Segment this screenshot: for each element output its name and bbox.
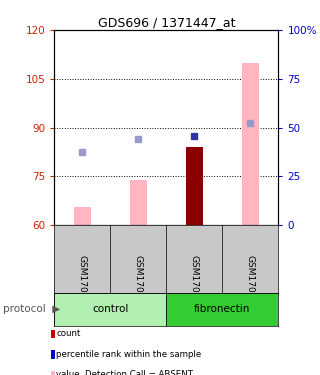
Text: GSM17077: GSM17077	[78, 255, 87, 304]
Text: control: control	[92, 304, 129, 314]
Bar	[54, 292, 166, 326]
Title: GDS696 / 1371447_at: GDS696 / 1371447_at	[98, 16, 235, 29]
Text: value, Detection Call = ABSENT: value, Detection Call = ABSENT	[56, 370, 193, 375]
Bar	[186, 147, 203, 225]
Text: GSM17079: GSM17079	[190, 255, 199, 304]
Text: GSM17078: GSM17078	[134, 255, 143, 304]
Bar	[242, 63, 259, 225]
Bar	[186, 147, 203, 225]
Text: count: count	[56, 329, 81, 338]
Text: percentile rank within the sample: percentile rank within the sample	[56, 350, 201, 359]
Text: protocol  ▶: protocol ▶	[3, 304, 60, 314]
Bar	[74, 207, 91, 225]
Bar	[166, 292, 278, 326]
Bar	[130, 180, 147, 225]
Text: fibronectin: fibronectin	[194, 304, 251, 314]
Text: GSM17080: GSM17080	[246, 255, 255, 304]
